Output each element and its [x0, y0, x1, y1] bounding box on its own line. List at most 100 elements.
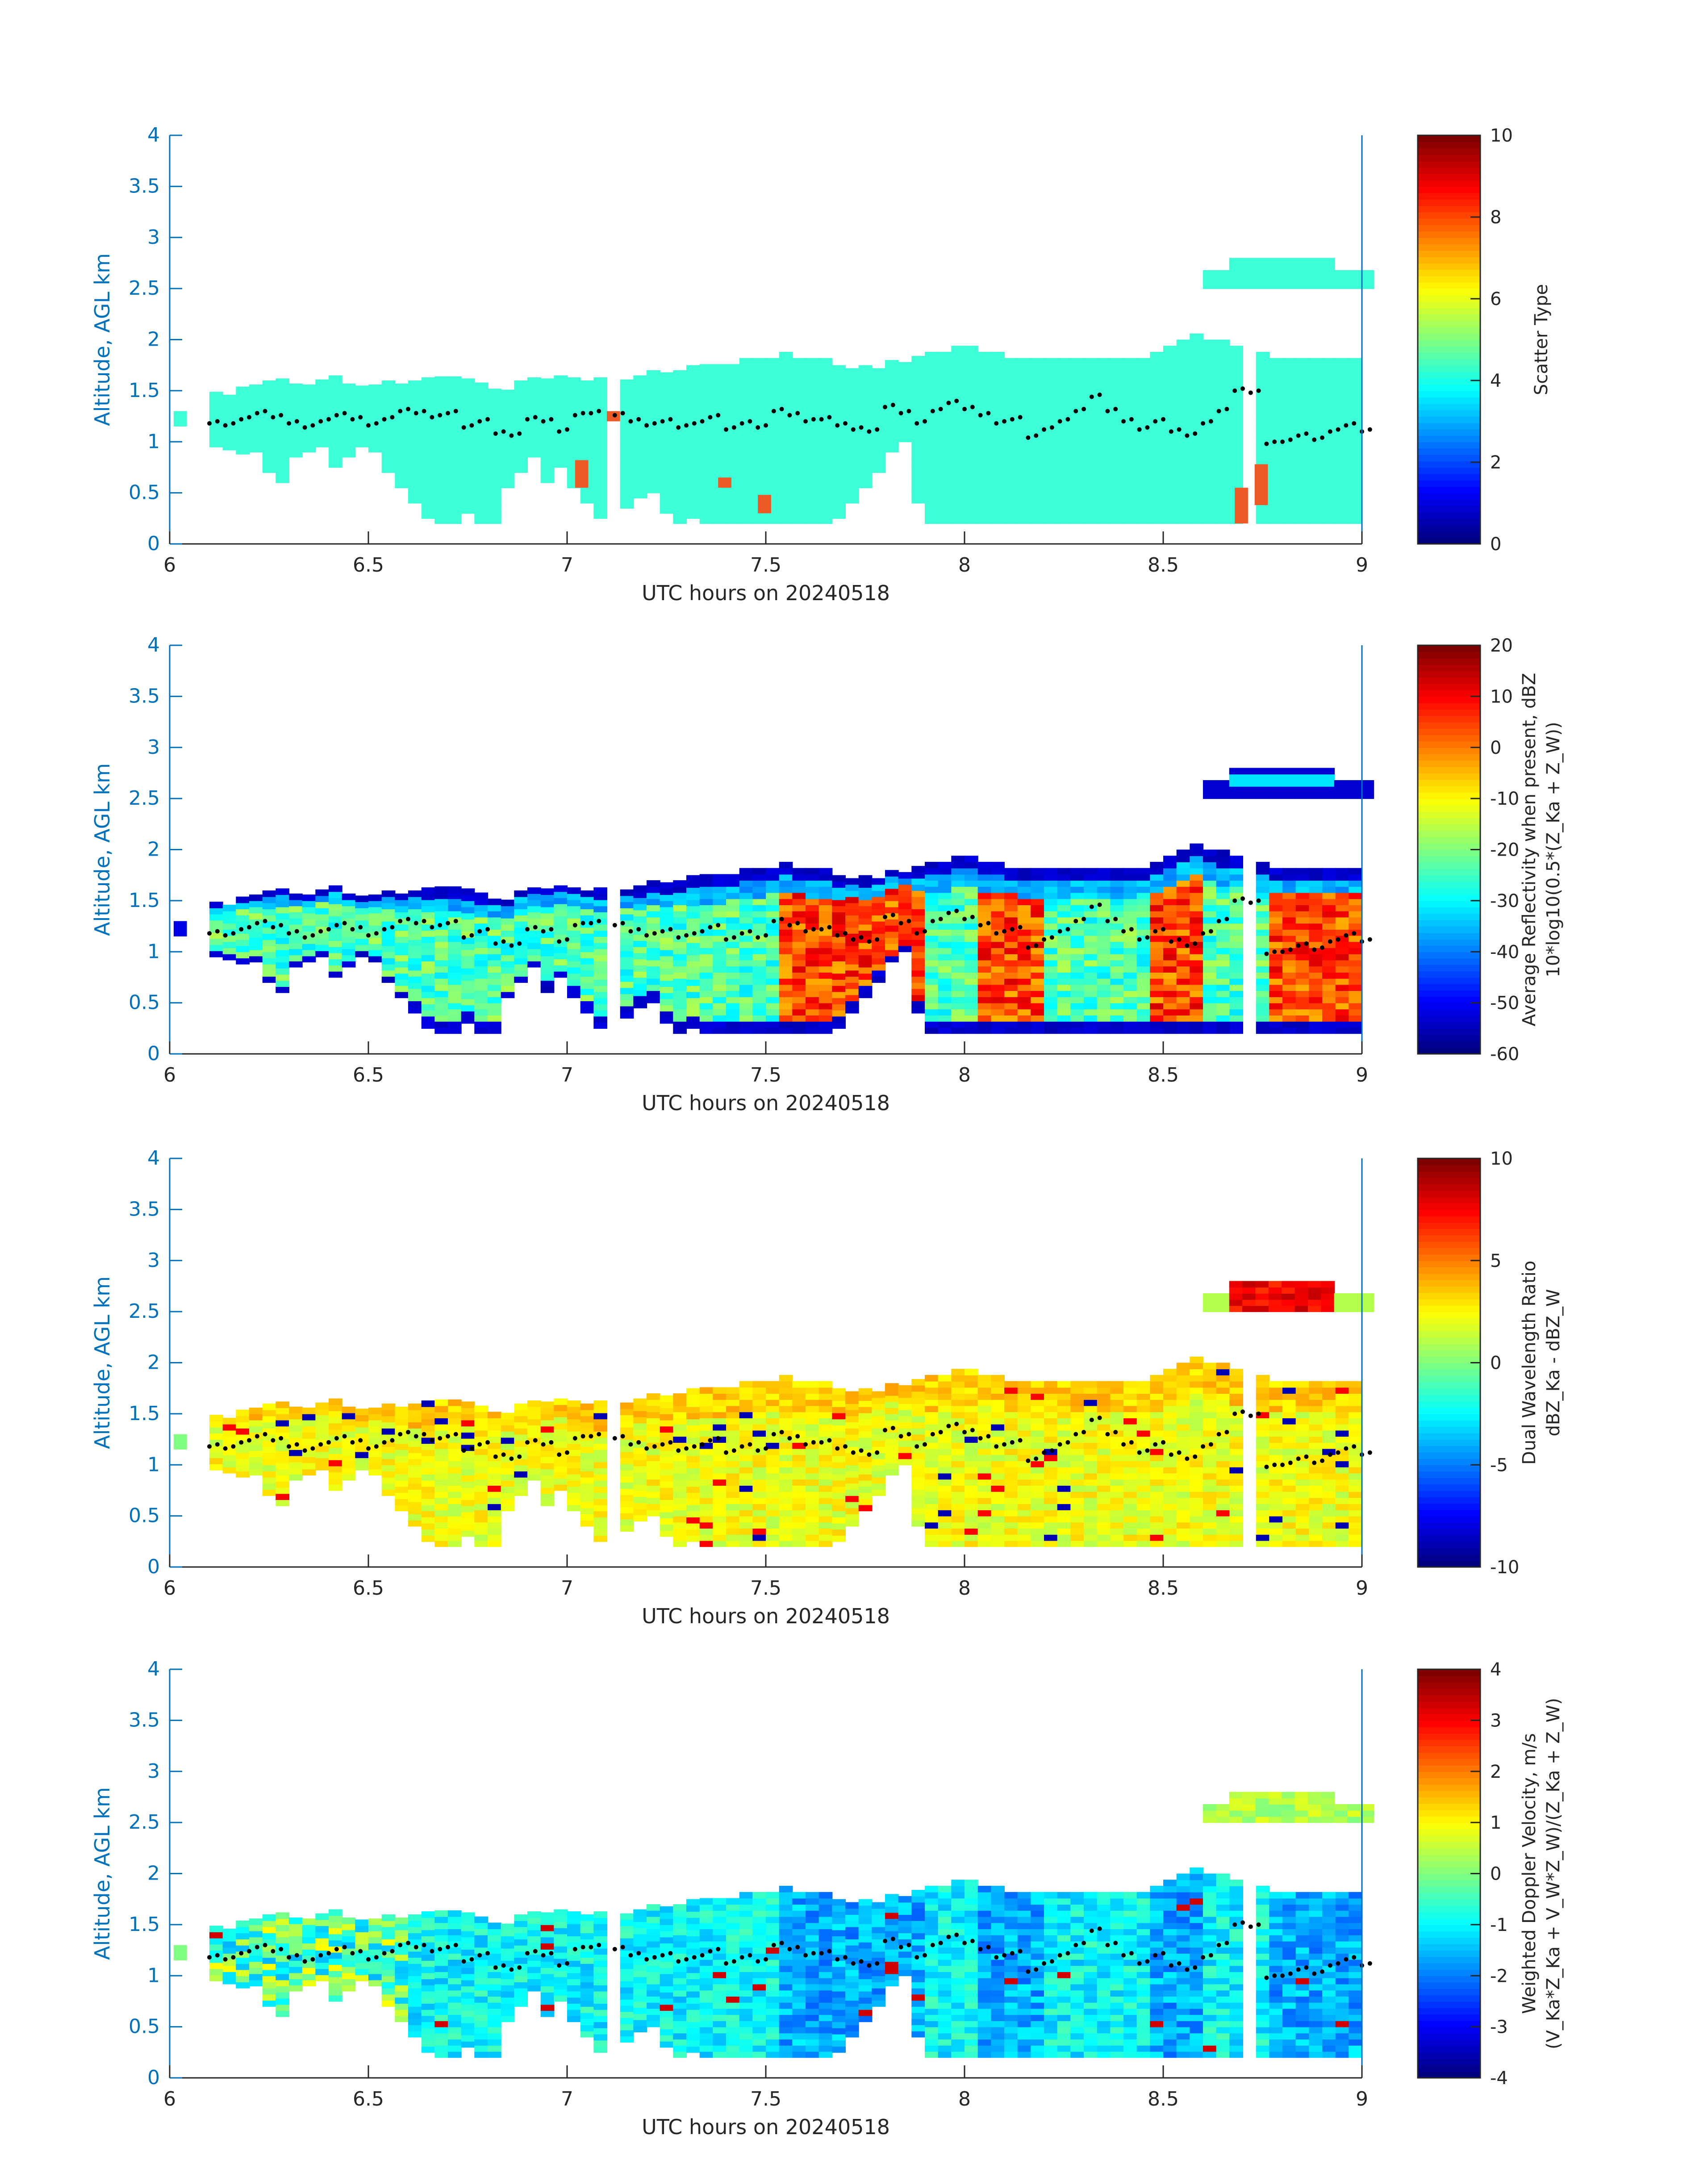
heatmap-cell — [925, 1009, 939, 1015]
heatmap-cell — [633, 449, 647, 455]
heatmap-cell — [620, 379, 634, 386]
heatmap-cell — [991, 443, 1005, 451]
heatmap-cell — [1163, 1015, 1177, 1022]
heatmap-cell — [1057, 511, 1071, 518]
colorbar-swatch — [1418, 435, 1480, 443]
cloud-base-dot — [263, 409, 267, 414]
heatmap-cell — [1335, 996, 1349, 1003]
heatmap-cell — [1163, 351, 1177, 359]
colorbar-tick-label: -20 — [1490, 840, 1519, 861]
heatmap-cell — [1057, 425, 1071, 432]
heatmap-cell — [991, 351, 1005, 359]
heatmap-cell — [806, 499, 819, 506]
heatmap-cell — [1309, 984, 1323, 991]
heatmap-cell — [289, 439, 303, 446]
heatmap-cell — [633, 455, 647, 462]
cloud-base-dot — [406, 407, 410, 412]
heatmap-cell — [1070, 984, 1084, 991]
cloud-base-dot — [739, 931, 744, 936]
heatmap-cell — [1176, 481, 1190, 487]
heatmap-cell — [276, 943, 289, 950]
heatmap-cell — [1150, 978, 1164, 985]
heatmap-cell — [660, 1005, 674, 1011]
heatmap-cell — [647, 898, 660, 905]
heatmap-cell — [633, 436, 647, 443]
heatmap-cell — [1256, 972, 1270, 979]
heatmap-cell — [408, 478, 422, 485]
heatmap-cell — [872, 429, 885, 436]
heatmap-cell — [1123, 364, 1137, 371]
heatmap-cell — [1097, 868, 1111, 875]
heatmap-cell — [408, 386, 422, 393]
heatmap-cell — [766, 468, 780, 475]
heatmap-cell — [686, 1022, 700, 1029]
heatmap-cell — [262, 964, 276, 971]
heatmap-cell — [1017, 505, 1031, 512]
heatmap-cell — [514, 1422, 528, 1429]
heatmap-cell — [806, 911, 819, 918]
heatmap-cell — [1269, 493, 1283, 500]
heatmap-cell — [1322, 382, 1336, 389]
cloud-base-dot — [867, 429, 872, 434]
heatmap-cell — [1282, 935, 1296, 942]
cloud-base-dot — [1010, 417, 1015, 422]
heatmap-cell — [819, 1009, 833, 1015]
heatmap-cell — [567, 420, 581, 427]
heatmap-cell — [448, 456, 462, 463]
heatmap-cell — [779, 960, 793, 967]
heatmap-cell — [1309, 868, 1323, 875]
heatmap-cell — [1097, 953, 1111, 961]
heatmap-cell — [885, 378, 899, 385]
heatmap-cell — [1163, 382, 1177, 389]
heatmap-cell — [885, 446, 899, 453]
heatmap-cell — [673, 953, 687, 961]
heatmap-cell — [474, 443, 488, 451]
heatmap-cell — [249, 1456, 263, 1463]
heatmap-cell — [726, 376, 740, 383]
heatmap-cell — [474, 1424, 488, 1431]
heatmap-cell — [474, 1009, 488, 1015]
heatmap-cell — [368, 409, 382, 416]
heatmap-cell — [1229, 1027, 1243, 1034]
colorbar-swatch — [1418, 1022, 1480, 1029]
heatmap-cell — [845, 448, 859, 455]
colorbar-swatch — [1418, 473, 1480, 481]
cloud-base-dot — [890, 402, 895, 407]
heatmap-cell — [713, 370, 727, 377]
heatmap-cell — [620, 428, 634, 435]
heatmap-cell — [898, 933, 912, 940]
heatmap-cell — [1190, 351, 1203, 359]
heatmap-cell — [315, 397, 329, 405]
heatmap-cell — [819, 960, 833, 967]
heatmap-cell — [633, 885, 647, 892]
heatmap-cell — [925, 486, 939, 493]
heatmap-cell — [1322, 874, 1336, 881]
heatmap-cell — [686, 967, 700, 974]
heatmap-cell — [1031, 960, 1044, 967]
heatmap-cell — [209, 902, 223, 908]
heatmap-cell — [448, 960, 462, 967]
heatmap-cell — [832, 481, 846, 489]
heatmap-cell — [1349, 892, 1362, 899]
heatmap-cell — [951, 419, 965, 426]
heatmap-cell — [991, 1015, 1005, 1022]
heatmap-cell — [1269, 966, 1283, 973]
heatmap-cell — [1070, 468, 1084, 475]
heatmap-cell — [991, 505, 1005, 512]
cloud-base-dot — [652, 931, 657, 936]
heatmap-cell — [766, 880, 780, 887]
heatmap-cell — [514, 915, 528, 922]
heatmap-cell — [858, 899, 873, 907]
heatmap-cell — [514, 1465, 528, 1471]
heatmap-cell — [474, 984, 488, 991]
heatmap-cell — [872, 909, 885, 915]
heatmap-cell — [461, 1401, 475, 1408]
heatmap-cell — [1269, 935, 1283, 942]
heatmap-cell — [713, 953, 727, 961]
cloud-base-dot — [597, 409, 601, 414]
heatmap-cell — [1123, 505, 1137, 512]
heatmap-cell — [925, 1021, 939, 1028]
heatmap-cell — [1110, 929, 1124, 936]
heatmap-cell — [1176, 370, 1190, 377]
heatmap-cell — [911, 939, 925, 946]
